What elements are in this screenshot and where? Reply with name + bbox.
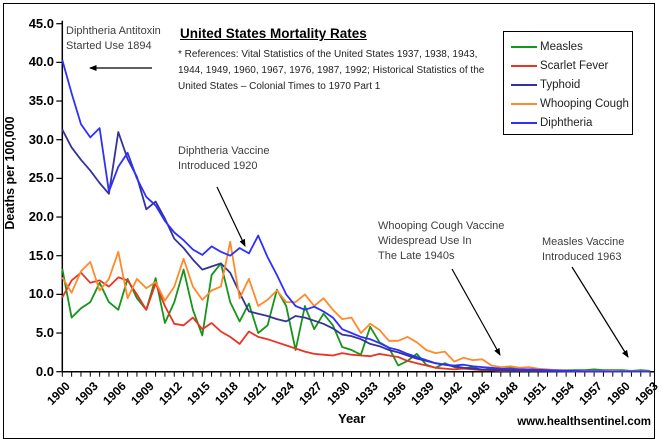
legend-label: Whooping Cough (540, 97, 629, 110)
y-tick-label: 45.0 (28, 15, 54, 31)
references-line: * References: Vital Statistics of the Un… (178, 49, 478, 60)
legend-item-measles: Measles (504, 37, 632, 56)
annotation-arrow-measles-vaccine (571, 266, 629, 358)
annotation-measles-vaccine: Measles Vaccine Introduced 1963 (542, 235, 624, 265)
annotation-whooping-vaccine: Whooping Cough Vaccine Widespread Use In… (378, 219, 504, 264)
annotation-diphtheria-antitoxin: Diphtheria Antitoxin Started Use 1894 (66, 24, 161, 54)
y-tick-label: 35.0 (28, 93, 54, 109)
annotation-diphtheria-vaccine: Diphtheria Vaccine Introduced 1920 (178, 144, 270, 174)
annotation-line: Diphtheria Antitoxin (66, 25, 161, 37)
y-tick-label: 40.0 (28, 54, 54, 70)
references-note: * References: Vital Statistics of the Un… (178, 47, 484, 95)
y-tick-label: 0.0 (35, 363, 54, 379)
legend-item-whooping-cough: Whooping Cough (504, 94, 632, 113)
annotation-line: Whooping Cough Vaccine (378, 220, 505, 232)
legend-swatch (511, 45, 537, 48)
legend-item-typhoid: Typhoid (504, 75, 632, 94)
y-tick-label: 20.0 (28, 209, 54, 225)
legend: Measles Scarlet Fever Typhoid Whooping Coug… (503, 31, 633, 135)
legend-label: Scarlet Fever (540, 59, 609, 72)
y-tick-label: 5.0 (35, 325, 54, 341)
legend-swatch (511, 64, 537, 67)
references-line: 1944, 1949, 1960, 1967, 1976, 1987, 1992… (178, 65, 485, 76)
y-tick-label: 10.0 (28, 286, 54, 302)
references-line: United States – Colonial Times to 1970 P… (178, 81, 381, 92)
annotation-line: Widespread Use In (378, 235, 472, 247)
legend-swatch (511, 121, 537, 124)
annotation-arrows (89, 65, 629, 358)
legend-swatch (511, 83, 537, 86)
legend-item-scarlet-fever: Scarlet Fever (504, 56, 632, 75)
y-tick-label: 25.0 (28, 170, 54, 186)
annotation-line: The Late 1940s (378, 250, 455, 262)
annotation-line: Introduced 1920 (178, 160, 258, 172)
watermark: www.healthsentinel.com (517, 416, 651, 428)
chart-outer-border (3, 3, 655, 439)
legend-item-diphtheria: Diphtheria (504, 113, 632, 132)
y-tick-label: 15.0 (28, 247, 54, 263)
annotation-line: Diphtheria Vaccine (178, 145, 270, 157)
series-line-diphtheria (61, 59, 651, 373)
annotation-line: Measles Vaccine (542, 236, 625, 248)
series-line-scarlet-fever (61, 271, 651, 373)
series-line-typhoid (61, 129, 651, 373)
legend-label: Diphtheria (540, 116, 593, 129)
y-tick-label: 30.0 (28, 131, 54, 147)
annotation-arrow-diphtheria-vaccine (216, 186, 246, 247)
series-layer (61, 59, 651, 373)
annotation-line: Introduced 1963 (542, 251, 622, 263)
legend-swatch (511, 102, 537, 105)
legend-label: Measles (540, 40, 583, 53)
legend-label: Typhoid (540, 78, 581, 91)
annotation-arrow-whooping-vaccine (451, 268, 501, 356)
x-axis-title: Year (338, 411, 366, 426)
chart-title: United States Mortality Rates (180, 26, 367, 41)
annotation-line: Started Use 1894 (66, 40, 152, 52)
